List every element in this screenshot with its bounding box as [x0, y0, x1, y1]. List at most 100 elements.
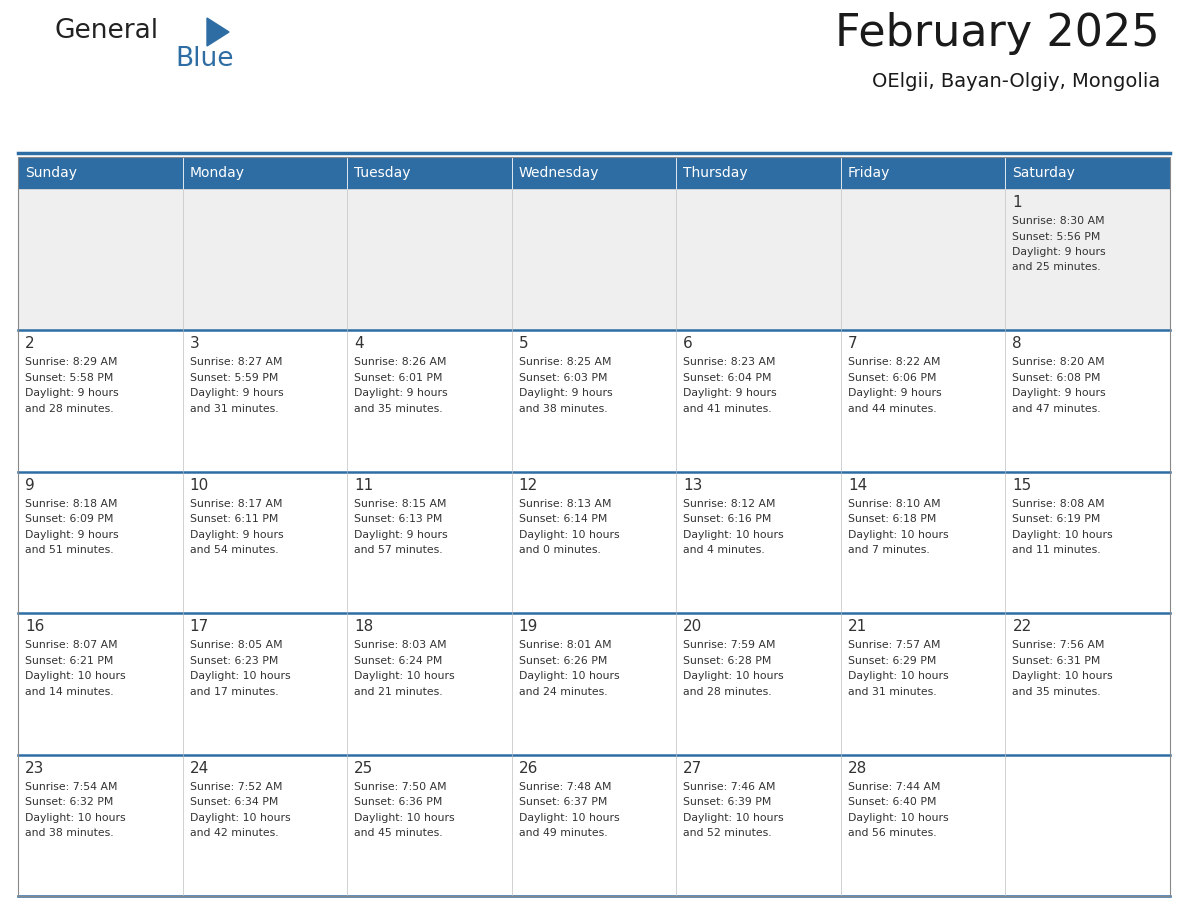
- Text: Daylight: 10 hours: Daylight: 10 hours: [683, 812, 784, 823]
- Text: Tuesday: Tuesday: [354, 166, 411, 180]
- Text: and 17 minutes.: and 17 minutes.: [190, 687, 278, 697]
- Text: Daylight: 10 hours: Daylight: 10 hours: [25, 812, 126, 823]
- Text: 24: 24: [190, 761, 209, 776]
- Text: 9: 9: [25, 477, 34, 493]
- Text: and 25 minutes.: and 25 minutes.: [1012, 263, 1101, 273]
- Bar: [18, 157, 1170, 896]
- Text: Sunset: 6:06 PM: Sunset: 6:06 PM: [848, 373, 936, 383]
- Bar: [18, 330, 183, 472]
- Text: 19: 19: [519, 620, 538, 634]
- Text: 10: 10: [190, 477, 209, 493]
- Bar: [347, 613, 512, 755]
- Text: Daylight: 10 hours: Daylight: 10 hours: [519, 530, 619, 540]
- Bar: [841, 613, 1005, 755]
- Text: Sunset: 6:32 PM: Sunset: 6:32 PM: [25, 797, 113, 807]
- Text: 22: 22: [1012, 620, 1031, 634]
- Text: Sunset: 6:34 PM: Sunset: 6:34 PM: [190, 797, 278, 807]
- Text: and 57 minutes.: and 57 minutes.: [354, 545, 443, 555]
- Bar: [18, 157, 183, 189]
- Text: Sunrise: 8:17 AM: Sunrise: 8:17 AM: [190, 498, 282, 509]
- Text: Sunset: 5:59 PM: Sunset: 5:59 PM: [190, 373, 278, 383]
- Text: 20: 20: [683, 620, 702, 634]
- Text: Sunset: 6:08 PM: Sunset: 6:08 PM: [1012, 373, 1101, 383]
- Text: Sunset: 6:09 PM: Sunset: 6:09 PM: [25, 514, 114, 524]
- Text: Sunrise: 8:10 AM: Sunrise: 8:10 AM: [848, 498, 941, 509]
- Text: Sunset: 6:13 PM: Sunset: 6:13 PM: [354, 514, 442, 524]
- Text: Daylight: 10 hours: Daylight: 10 hours: [190, 671, 290, 681]
- Text: Sunrise: 8:20 AM: Sunrise: 8:20 AM: [1012, 357, 1105, 367]
- Bar: [347, 755, 512, 896]
- Text: Sunrise: 8:12 AM: Sunrise: 8:12 AM: [683, 498, 776, 509]
- Text: Sunset: 6:24 PM: Sunset: 6:24 PM: [354, 655, 442, 666]
- Text: Sunset: 6:01 PM: Sunset: 6:01 PM: [354, 373, 443, 383]
- Text: and 38 minutes.: and 38 minutes.: [25, 828, 114, 838]
- Text: Sunrise: 8:15 AM: Sunrise: 8:15 AM: [354, 498, 447, 509]
- Bar: [1005, 613, 1170, 755]
- Text: 2: 2: [25, 336, 34, 352]
- Text: Sunrise: 7:54 AM: Sunrise: 7:54 AM: [25, 781, 118, 791]
- Text: Sunset: 6:29 PM: Sunset: 6:29 PM: [848, 655, 936, 666]
- Text: and 51 minutes.: and 51 minutes.: [25, 545, 114, 555]
- Text: Daylight: 10 hours: Daylight: 10 hours: [683, 671, 784, 681]
- Text: Daylight: 9 hours: Daylight: 9 hours: [1012, 388, 1106, 398]
- Text: Sunrise: 8:25 AM: Sunrise: 8:25 AM: [519, 357, 611, 367]
- Text: Sunrise: 8:07 AM: Sunrise: 8:07 AM: [25, 640, 118, 650]
- Text: 7: 7: [848, 336, 858, 352]
- Bar: [676, 472, 841, 613]
- Text: Sunrise: 7:48 AM: Sunrise: 7:48 AM: [519, 781, 611, 791]
- Bar: [347, 189, 512, 330]
- Text: Monday: Monday: [190, 166, 245, 180]
- Text: Sunset: 6:23 PM: Sunset: 6:23 PM: [190, 655, 278, 666]
- Text: and 28 minutes.: and 28 minutes.: [683, 687, 772, 697]
- Text: Sunset: 6:39 PM: Sunset: 6:39 PM: [683, 797, 772, 807]
- Text: 27: 27: [683, 761, 702, 776]
- Bar: [183, 472, 347, 613]
- Text: Sunrise: 7:46 AM: Sunrise: 7:46 AM: [683, 781, 776, 791]
- Text: Sunset: 6:04 PM: Sunset: 6:04 PM: [683, 373, 772, 383]
- Bar: [18, 472, 183, 613]
- Bar: [183, 613, 347, 755]
- Text: and 41 minutes.: and 41 minutes.: [683, 404, 772, 414]
- Text: Daylight: 9 hours: Daylight: 9 hours: [848, 388, 941, 398]
- Text: 1: 1: [1012, 195, 1022, 210]
- Text: 18: 18: [354, 620, 373, 634]
- Text: Sunset: 6:28 PM: Sunset: 6:28 PM: [683, 655, 772, 666]
- Text: and 45 minutes.: and 45 minutes.: [354, 828, 443, 838]
- Bar: [841, 472, 1005, 613]
- Text: and 42 minutes.: and 42 minutes.: [190, 828, 278, 838]
- Text: and 47 minutes.: and 47 minutes.: [1012, 404, 1101, 414]
- Text: and 21 minutes.: and 21 minutes.: [354, 687, 443, 697]
- Text: Sunset: 6:19 PM: Sunset: 6:19 PM: [1012, 514, 1101, 524]
- Text: and 24 minutes.: and 24 minutes.: [519, 687, 607, 697]
- Bar: [347, 330, 512, 472]
- Bar: [183, 157, 347, 189]
- Text: Daylight: 9 hours: Daylight: 9 hours: [1012, 247, 1106, 257]
- Text: February 2025: February 2025: [835, 12, 1159, 55]
- Text: Sunrise: 8:27 AM: Sunrise: 8:27 AM: [190, 357, 282, 367]
- Text: Daylight: 10 hours: Daylight: 10 hours: [25, 671, 126, 681]
- Bar: [676, 755, 841, 896]
- Text: Daylight: 10 hours: Daylight: 10 hours: [354, 812, 455, 823]
- Text: Blue: Blue: [175, 46, 234, 72]
- Text: and 7 minutes.: and 7 minutes.: [848, 545, 929, 555]
- Text: 16: 16: [25, 620, 44, 634]
- Bar: [841, 330, 1005, 472]
- Bar: [1005, 189, 1170, 330]
- Bar: [512, 613, 676, 755]
- Text: Sunrise: 7:59 AM: Sunrise: 7:59 AM: [683, 640, 776, 650]
- Text: Daylight: 9 hours: Daylight: 9 hours: [25, 388, 119, 398]
- Bar: [512, 755, 676, 896]
- Text: and 28 minutes.: and 28 minutes.: [25, 404, 114, 414]
- Text: Sunday: Sunday: [25, 166, 77, 180]
- Text: Daylight: 10 hours: Daylight: 10 hours: [683, 530, 784, 540]
- Text: Sunrise: 8:08 AM: Sunrise: 8:08 AM: [1012, 498, 1105, 509]
- Bar: [18, 755, 183, 896]
- Bar: [676, 189, 841, 330]
- Bar: [1005, 330, 1170, 472]
- Polygon shape: [207, 18, 229, 46]
- Text: Daylight: 10 hours: Daylight: 10 hours: [848, 671, 948, 681]
- Text: and 44 minutes.: and 44 minutes.: [848, 404, 936, 414]
- Text: Sunrise: 8:05 AM: Sunrise: 8:05 AM: [190, 640, 283, 650]
- Text: and 38 minutes.: and 38 minutes.: [519, 404, 607, 414]
- Bar: [1005, 755, 1170, 896]
